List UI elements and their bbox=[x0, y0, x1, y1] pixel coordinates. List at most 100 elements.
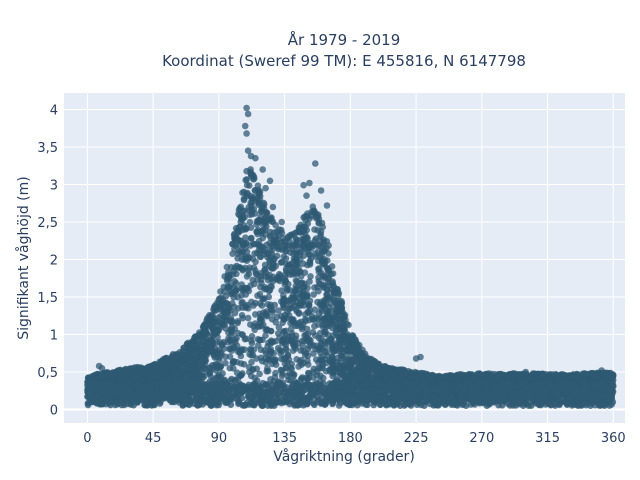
scatter-point bbox=[210, 326, 217, 334]
scatter-point bbox=[146, 374, 154, 381]
scatter-point bbox=[256, 310, 264, 318]
scatter-point bbox=[251, 326, 258, 334]
scatter-point bbox=[311, 226, 318, 233]
scatter-point bbox=[275, 231, 283, 239]
scatter-point bbox=[278, 355, 285, 363]
scatter-point bbox=[249, 351, 257, 359]
scatter-point bbox=[272, 319, 280, 326]
scatter-point bbox=[282, 265, 290, 273]
scatter-point bbox=[234, 319, 241, 327]
scatter-point bbox=[278, 287, 286, 294]
scatter-point bbox=[210, 348, 218, 355]
scatter-point bbox=[258, 302, 266, 309]
scatter-point bbox=[317, 349, 324, 357]
scatter-point bbox=[324, 279, 332, 287]
scatter-point bbox=[293, 307, 300, 315]
scatter-point bbox=[228, 347, 236, 354]
scatter-point bbox=[270, 264, 277, 272]
scatter-point bbox=[246, 218, 254, 226]
scatter-point bbox=[311, 207, 318, 215]
scatter-point bbox=[314, 213, 322, 220]
scatter-point bbox=[299, 235, 306, 243]
scatter-point bbox=[306, 278, 313, 285]
scatter-point bbox=[227, 317, 234, 324]
scatter-point bbox=[198, 372, 206, 380]
scatter-point bbox=[266, 246, 274, 253]
scatter-point bbox=[210, 306, 217, 314]
scatter-point bbox=[175, 359, 183, 367]
scatter-point bbox=[549, 371, 556, 378]
scatter-point bbox=[244, 314, 252, 322]
scatter-point bbox=[229, 359, 236, 367]
scatter-point bbox=[248, 333, 256, 340]
scatter-point bbox=[171, 364, 178, 372]
scatter-point bbox=[275, 324, 283, 331]
scatter-point bbox=[336, 343, 344, 350]
scatter-point bbox=[258, 229, 265, 237]
scatter-point bbox=[298, 356, 305, 364]
scatter-point bbox=[288, 330, 296, 337]
scatter-point bbox=[326, 295, 334, 303]
scatter-point bbox=[248, 358, 255, 366]
scatter-point bbox=[303, 325, 311, 333]
scatter-point bbox=[267, 348, 275, 355]
scatter-point bbox=[233, 369, 241, 377]
scatter-point bbox=[306, 261, 314, 268]
scatter-point bbox=[201, 329, 208, 336]
scatter-point bbox=[254, 186, 262, 194]
scatter-point bbox=[261, 295, 268, 302]
scatter-point bbox=[324, 331, 332, 339]
scatter-point bbox=[273, 252, 281, 260]
scatter-point bbox=[289, 347, 297, 355]
scatter-point bbox=[215, 371, 223, 379]
scatter-point bbox=[248, 234, 255, 242]
scatter-point bbox=[238, 346, 246, 353]
scatter-point bbox=[215, 346, 223, 353]
scatter-point bbox=[224, 308, 231, 316]
scatter-point bbox=[319, 359, 326, 367]
scatter-point bbox=[329, 270, 337, 277]
scatter-point bbox=[235, 305, 242, 312]
scatter-point bbox=[257, 346, 265, 354]
scatter-point bbox=[315, 277, 323, 285]
scatter-point bbox=[312, 315, 319, 322]
scatter-point bbox=[275, 307, 282, 314]
scatter-point bbox=[300, 260, 307, 268]
scatter-point bbox=[313, 368, 321, 376]
scatter-point bbox=[262, 332, 269, 339]
scatter-point bbox=[280, 303, 287, 310]
scatter-point bbox=[277, 366, 285, 374]
scatter-point bbox=[345, 321, 352, 329]
scatter-point bbox=[289, 271, 297, 278]
scatter-point bbox=[191, 366, 199, 374]
scatter-point bbox=[201, 322, 209, 330]
scatter-point bbox=[213, 339, 221, 347]
scatter-point bbox=[257, 243, 265, 250]
scatter-point bbox=[231, 236, 239, 244]
scatter-point bbox=[248, 339, 256, 347]
scatter-point bbox=[280, 253, 288, 260]
scatter-point bbox=[259, 234, 267, 242]
scatter-point bbox=[201, 341, 208, 349]
scatter-point bbox=[332, 297, 340, 304]
scatter-point bbox=[238, 312, 246, 319]
scatter-point bbox=[231, 278, 238, 285]
scatter-point bbox=[318, 219, 326, 227]
scatter-point bbox=[206, 372, 214, 379]
scatter-point bbox=[339, 352, 346, 360]
scatter-point bbox=[264, 301, 272, 308]
scatter-point bbox=[256, 370, 263, 378]
scatter-point bbox=[304, 361, 312, 368]
scatter-point bbox=[284, 287, 291, 294]
scatter-point bbox=[307, 255, 315, 262]
scatter-point bbox=[345, 343, 353, 350]
scatter-point bbox=[275, 226, 283, 233]
scatter-point bbox=[297, 268, 304, 276]
scatter-point bbox=[274, 330, 282, 337]
scatter-point bbox=[270, 237, 278, 244]
scatter-point bbox=[228, 323, 236, 331]
scatter-point bbox=[307, 273, 314, 280]
scatter-point bbox=[161, 362, 168, 370]
scatter-point bbox=[344, 356, 352, 364]
scatter-point bbox=[247, 345, 254, 353]
